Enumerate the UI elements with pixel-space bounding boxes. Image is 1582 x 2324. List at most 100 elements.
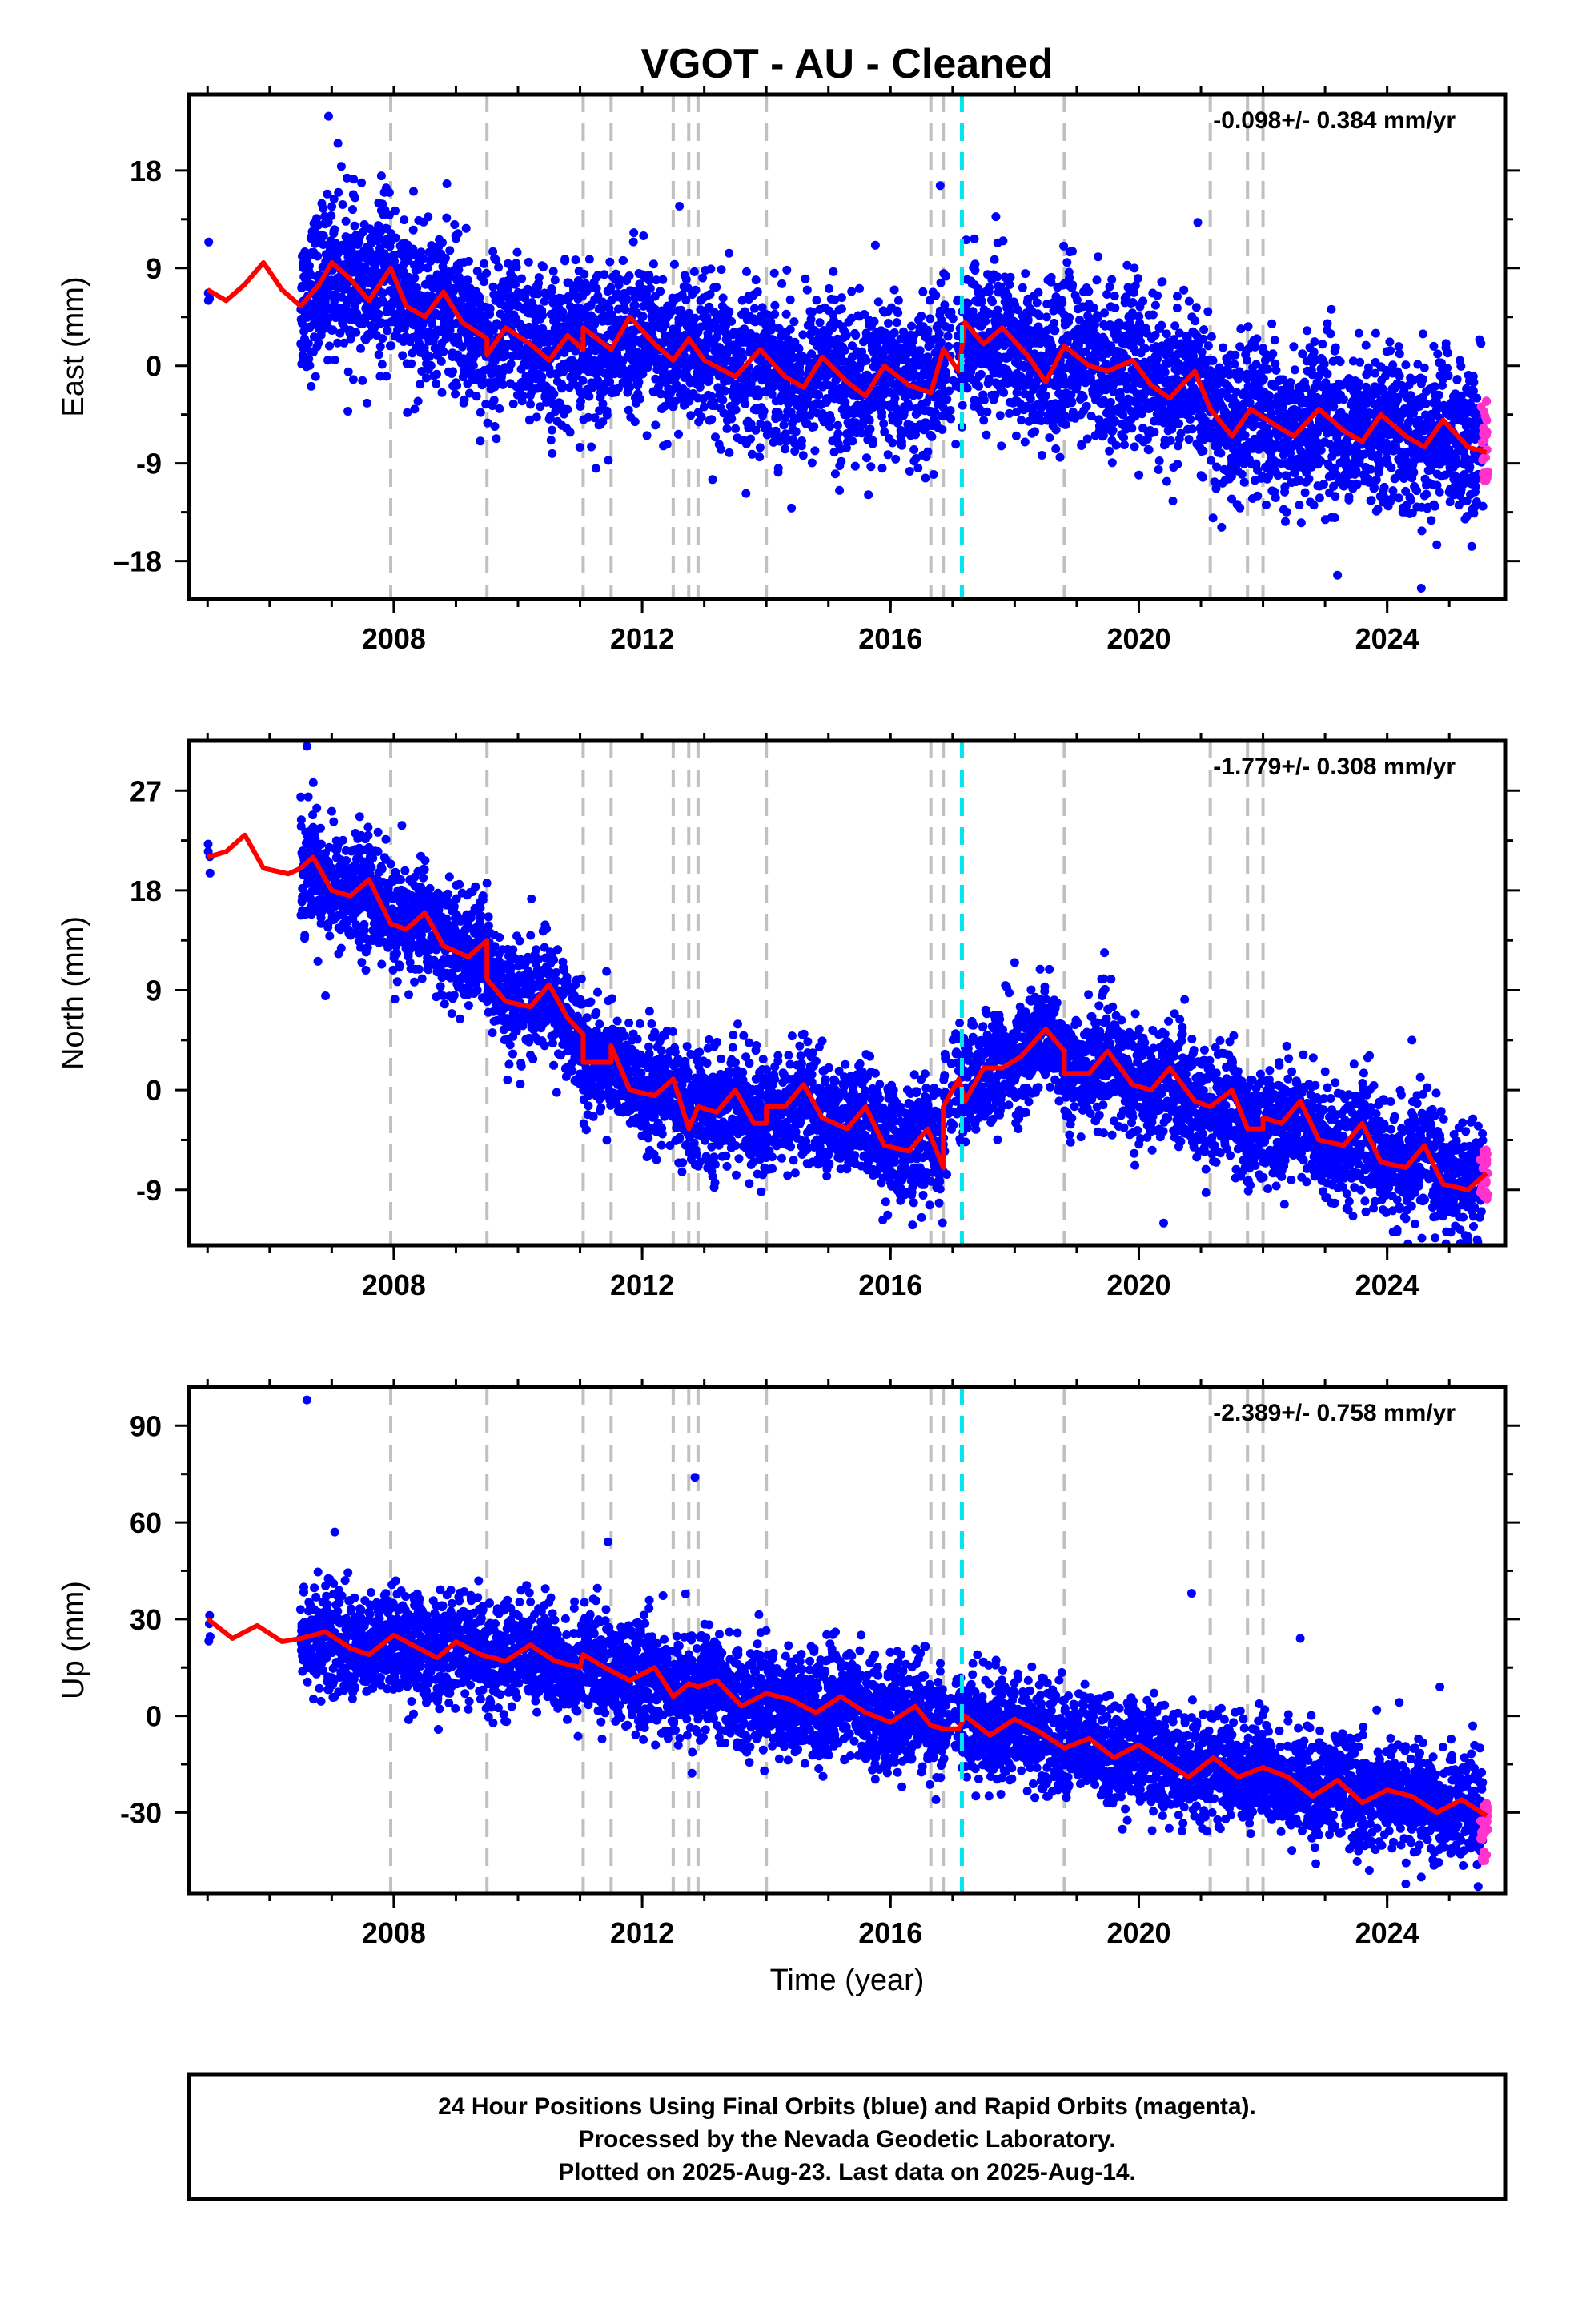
- data-point: [615, 275, 624, 284]
- data-point: [456, 301, 466, 310]
- data-point: [837, 293, 846, 303]
- data-point: [307, 381, 316, 391]
- data-point: [741, 489, 751, 498]
- data-point: [605, 377, 615, 387]
- data-point: [532, 412, 541, 422]
- data-point: [1265, 392, 1275, 401]
- final-orbit-series: [203, 111, 1488, 593]
- data-point: [814, 391, 823, 400]
- data-point: [639, 231, 648, 240]
- data-point: [926, 314, 935, 324]
- data-point: [861, 356, 871, 365]
- data-point: [1062, 258, 1072, 267]
- data-point: [1243, 322, 1253, 332]
- data-point: [1082, 434, 1092, 444]
- data-point: [864, 490, 873, 500]
- data-point: [674, 429, 683, 439]
- data-point: [596, 304, 606, 314]
- data-point: [850, 461, 860, 471]
- data-point: [1174, 419, 1183, 428]
- data-point: [883, 450, 893, 460]
- data-point: [697, 412, 706, 422]
- data-point: [837, 456, 846, 466]
- data-point: [494, 263, 504, 272]
- data-point: [1267, 319, 1277, 328]
- data-point: [410, 404, 420, 414]
- data-point: [1078, 392, 1088, 402]
- data-point: [595, 406, 604, 416]
- data-point: [536, 402, 545, 412]
- data-point: [400, 215, 409, 225]
- data-point: [1130, 263, 1139, 273]
- data-point: [970, 234, 979, 243]
- data-point: [1144, 445, 1154, 455]
- data-point: [635, 394, 644, 404]
- data-point: [454, 265, 464, 275]
- data-point: [1303, 326, 1312, 336]
- data-point: [1042, 312, 1051, 322]
- data-point: [465, 388, 474, 398]
- data-point: [1134, 470, 1144, 480]
- data-point: [865, 424, 875, 434]
- data-point: [423, 263, 432, 273]
- data-point: [773, 464, 783, 473]
- data-point: [1309, 501, 1319, 510]
- data-point: [450, 220, 460, 229]
- data-point: [323, 189, 332, 199]
- data-point: [718, 396, 728, 404]
- data-point: [1092, 275, 1102, 285]
- data-point: [303, 339, 313, 348]
- data-point: [323, 356, 333, 365]
- data-point: [489, 396, 499, 405]
- data-point: [1203, 341, 1213, 351]
- data-point: [976, 369, 986, 379]
- data-point: [588, 383, 597, 392]
- data-point: [1021, 269, 1030, 279]
- data-point: [977, 296, 986, 306]
- data-point: [432, 379, 441, 388]
- data-point: [1304, 474, 1314, 484]
- data-point: [629, 228, 639, 238]
- data-point: [492, 255, 501, 265]
- data-point: [797, 436, 806, 445]
- data-point: [334, 187, 343, 197]
- data-point: [847, 287, 857, 296]
- data-point: [1082, 401, 1091, 411]
- data-point: [1271, 365, 1281, 375]
- data-point: [1061, 420, 1070, 429]
- data-point: [893, 296, 903, 305]
- data-point: [304, 354, 314, 364]
- data-point: [550, 275, 560, 285]
- data-point: [330, 225, 339, 235]
- data-point: [495, 404, 504, 413]
- data-point: [1186, 415, 1195, 424]
- data-point: [1318, 340, 1327, 349]
- data-point: [725, 448, 734, 457]
- data-point: [451, 389, 460, 399]
- data-point: [1216, 448, 1226, 458]
- data-point: [970, 266, 980, 275]
- data-point: [383, 326, 392, 336]
- data-point: [674, 368, 684, 377]
- data-point: [378, 334, 387, 344]
- data-point: [921, 473, 930, 483]
- data-point: [974, 381, 983, 391]
- data-point: [951, 440, 961, 449]
- data-point: [999, 388, 1009, 397]
- data-point: [868, 439, 877, 448]
- data-point: [488, 247, 498, 256]
- data-point: [464, 256, 473, 266]
- data-point: [1295, 501, 1304, 510]
- data-point: [1184, 435, 1194, 444]
- data-point: [662, 440, 672, 449]
- data-point: [426, 361, 436, 371]
- data-point: [1273, 471, 1283, 480]
- data-point: [889, 285, 899, 295]
- data-point: [654, 383, 663, 392]
- data-point: [923, 325, 933, 335]
- data-point: [314, 338, 323, 348]
- data-point: [348, 205, 357, 215]
- data-point: [638, 312, 648, 321]
- data-point: [913, 464, 923, 472]
- data-point: [770, 300, 780, 310]
